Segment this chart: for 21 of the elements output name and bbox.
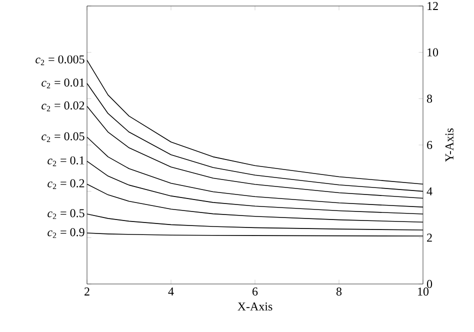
y-tick-label: 8: [426, 94, 432, 103]
y-tick-label: 6: [427, 140, 432, 150]
x-tick-label: 4: [168, 288, 174, 296]
series-label: c$_{2}$ = 0.02: [42, 101, 84, 112]
x-axis-title: X-Axis: [238, 302, 272, 311]
series-label: c$_{2}$ = 0.05: [42, 132, 84, 142]
y-axis-title: Y-Axis: [445, 128, 454, 162]
x-tick-label: 8: [336, 288, 342, 296]
y-tick-label: 10: [428, 48, 438, 56]
series-label: c$_{2}$ = 0.2: [48, 179, 84, 190]
y-tick-label: 4: [426, 187, 432, 196]
series-label: c$_{2}$ = 0.1: [48, 156, 84, 166]
series-label: c$_{2}$ = 0.005: [36, 55, 84, 66]
x-tick-label: 2: [84, 288, 90, 296]
y-tick-label: 2: [427, 234, 432, 242]
series-label: c$_{2}$ = 0.01: [42, 78, 84, 88]
y-tick-label: 12: [428, 2, 438, 10]
x-tick-label: 6: [252, 288, 258, 296]
series-label: c$_{2}$ = 0.9: [48, 228, 84, 238]
y-tick-label: 0: [426, 280, 432, 288]
series-label: c$_{2}$ = 0.5: [48, 209, 84, 219]
